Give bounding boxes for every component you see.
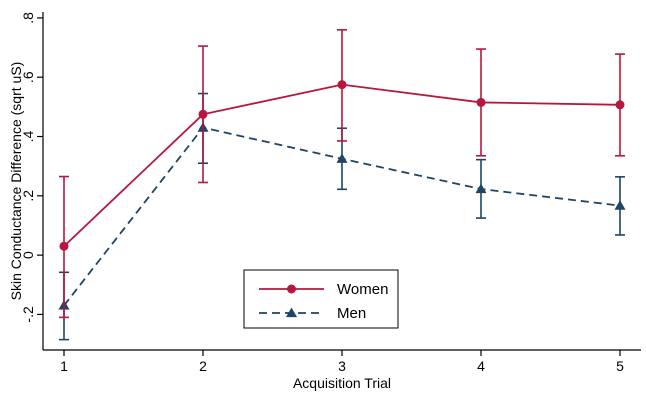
y-tick-label: .8 bbox=[20, 12, 36, 24]
data-point bbox=[614, 200, 626, 210]
data-point bbox=[336, 153, 348, 163]
legend-box bbox=[243, 269, 399, 329]
x-tick-label: 3 bbox=[338, 358, 346, 374]
legend: Women Men bbox=[243, 269, 399, 329]
x-tick-label: 5 bbox=[616, 358, 624, 374]
y-tick-label: 0 bbox=[20, 251, 36, 259]
y-axis-label: Skin Conductance Difference (sqrt uS) bbox=[8, 62, 24, 301]
x-axis-label: Acquisition Trial bbox=[293, 375, 391, 391]
x-axis-ticks: 1 2 3 4 5 bbox=[60, 350, 624, 374]
series-women bbox=[59, 28, 625, 319]
x-tick-label: 1 bbox=[60, 358, 68, 374]
y-tick-label: -.2 bbox=[20, 306, 36, 323]
y-axis-ticks: -.2 0 .2 .4 .6 .8 bbox=[20, 12, 43, 323]
legend-marker bbox=[287, 284, 296, 294]
legend-label: Men bbox=[337, 305, 366, 322]
series-layer bbox=[58, 28, 626, 341]
legend-marker bbox=[286, 307, 297, 318]
y-tick-label: .6 bbox=[20, 71, 36, 83]
data-point bbox=[198, 109, 208, 119]
y-tick-label: .2 bbox=[20, 190, 36, 202]
data-point bbox=[59, 241, 69, 251]
x-tick-label: 2 bbox=[199, 358, 207, 374]
data-point bbox=[615, 100, 625, 110]
x-tick-label: 4 bbox=[477, 358, 485, 374]
y-tick-label: .4 bbox=[20, 130, 36, 142]
data-point bbox=[476, 97, 486, 107]
data-point bbox=[337, 80, 347, 90]
data-point bbox=[475, 183, 487, 194]
legend-label: Women bbox=[337, 281, 388, 298]
